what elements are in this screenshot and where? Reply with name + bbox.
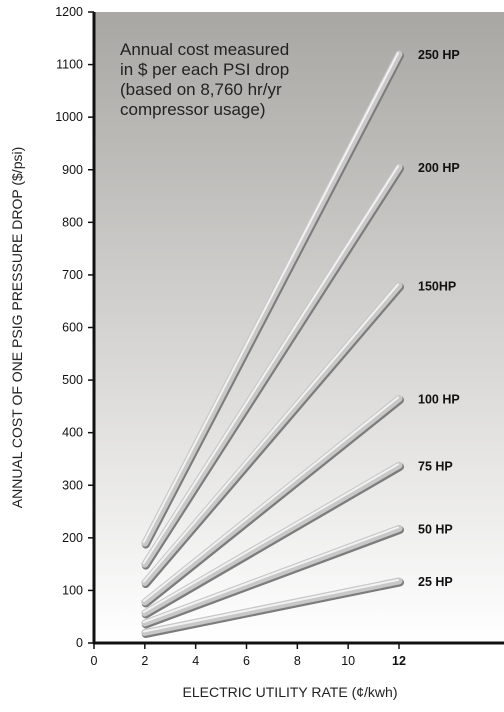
- series-label: 250 HP: [418, 48, 460, 62]
- series-line: [141, 461, 404, 619]
- series-line-body: [141, 524, 403, 627]
- annotation-line: Annual cost measured: [120, 40, 289, 59]
- series-line-highlight: [142, 396, 399, 602]
- series-line-body: [141, 394, 403, 606]
- series-line: [141, 577, 404, 638]
- x-tick-label: 6: [243, 654, 250, 668]
- x-tick-label: 2: [141, 654, 148, 668]
- series-line-body: [141, 281, 403, 587]
- y-tick-label: 700: [62, 268, 83, 282]
- series-line: [141, 394, 404, 608]
- x-tick-label: 10: [341, 654, 355, 668]
- series-line: [141, 281, 404, 589]
- series-label: 200 HP: [418, 161, 460, 175]
- x-axis-label: ELECTRIC UTILITY RATE (¢/kwh): [183, 684, 398, 700]
- series-label: 150HP: [418, 279, 456, 293]
- series-line-highlight: [142, 52, 399, 544]
- annotation-line: in $ per each PSI drop: [120, 60, 289, 79]
- series-line: [141, 163, 404, 570]
- y-tick-label: 500: [62, 373, 83, 387]
- y-tick-label: 0: [76, 636, 83, 650]
- x-tick-label: 8: [294, 654, 301, 668]
- series-label: 75 HP: [418, 459, 453, 473]
- series-line-body: [141, 577, 403, 636]
- chart-annotation: Annual cost measured in $ per each PSI dr…: [120, 40, 289, 119]
- y-tick-label: 1000: [55, 110, 83, 124]
- x-tick-label: 4: [192, 654, 199, 668]
- series-label: 100 HP: [418, 392, 460, 406]
- y-axis-label: ANNUAL COST OF ONE PSIG PRESSURE DROP ($…: [9, 147, 25, 508]
- y-tick-label: 900: [62, 163, 83, 177]
- series-line-highlight: [142, 526, 399, 624]
- annotation-line: compressor usage): [120, 100, 266, 119]
- y-tick-label: 200: [62, 531, 83, 545]
- y-tick-label: 1200: [55, 5, 83, 19]
- series-line-body: [141, 461, 403, 617]
- series-line: [141, 50, 404, 549]
- series-label: 25 HP: [418, 575, 453, 589]
- y-tick-label: 400: [62, 426, 83, 440]
- series-line-highlight: [142, 165, 399, 565]
- series-label: 50 HP: [418, 522, 453, 536]
- series-line-highlight: [142, 463, 399, 614]
- series-line-highlight: [142, 283, 399, 583]
- y-tick-label: 1100: [56, 58, 83, 72]
- series-line: [141, 524, 404, 629]
- y-tick-label: 800: [62, 215, 83, 229]
- x-tick-label: 12: [392, 654, 406, 668]
- series-line-body: [141, 163, 403, 568]
- annotation-line: (based on 8,760 hr/yr: [120, 80, 282, 99]
- y-tick-label: 100: [62, 583, 83, 597]
- y-tick-label: 600: [62, 321, 83, 335]
- x-tick-label: 0: [91, 654, 98, 668]
- series-line-highlight: [142, 578, 399, 633]
- series-line-body: [141, 50, 403, 547]
- y-tick-label: 300: [62, 478, 83, 492]
